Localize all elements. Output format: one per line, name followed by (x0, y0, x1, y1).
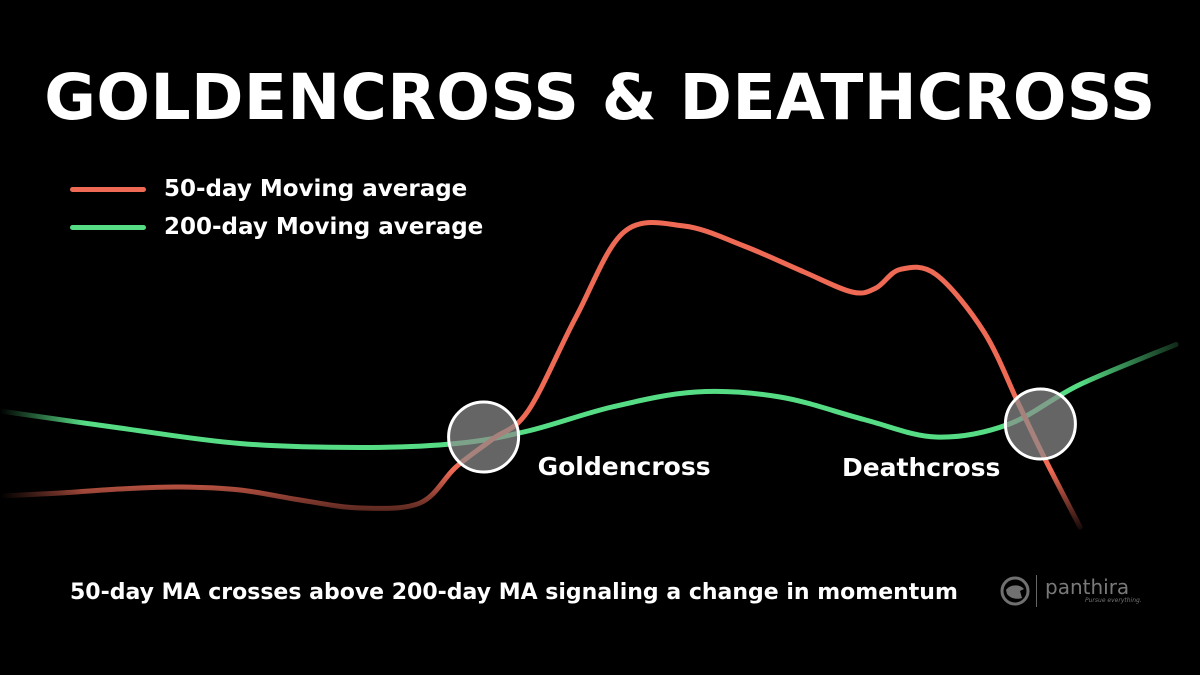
deathcross-marker (1003, 387, 1077, 461)
brand-logo: panthira Pursue everything. (1000, 575, 1142, 607)
series-line-ma50-group (0, 219, 1083, 530)
legend-item-ma200: 200-day Moving average (70, 208, 483, 246)
goldencross-marker (447, 400, 521, 474)
brand-tagline: Pursue everything. (1085, 597, 1142, 604)
brand-divider (1036, 575, 1037, 607)
legend-swatch-ma50 (70, 186, 146, 192)
legend-label-ma200: 200-day Moving average (164, 214, 484, 240)
chart-legend: 50-day Moving average 200-day Moving ave… (70, 170, 483, 246)
brand-name: panthira (1045, 575, 1130, 599)
legend-label-ma50: 50-day Moving average (164, 176, 468, 202)
series-line-ma50 (0, 219, 1083, 530)
marker-layer: Goldencross Deathcross (447, 387, 1077, 482)
page-title: GOLDENCROSS & DEATHCROSS (44, 61, 1156, 134)
brand-text: panthira Pursue everything. (1045, 577, 1142, 605)
legend-item-ma50: 50-day Moving average (70, 170, 483, 208)
deathcross-label: Deathcross (842, 453, 1000, 482)
chart-caption: 50-day MA crosses above 200-day MA signa… (70, 580, 958, 605)
goldencross-label: Goldencross (538, 452, 711, 481)
legend-swatch-ma200 (70, 224, 146, 230)
panther-logo-icon (1000, 576, 1030, 606)
